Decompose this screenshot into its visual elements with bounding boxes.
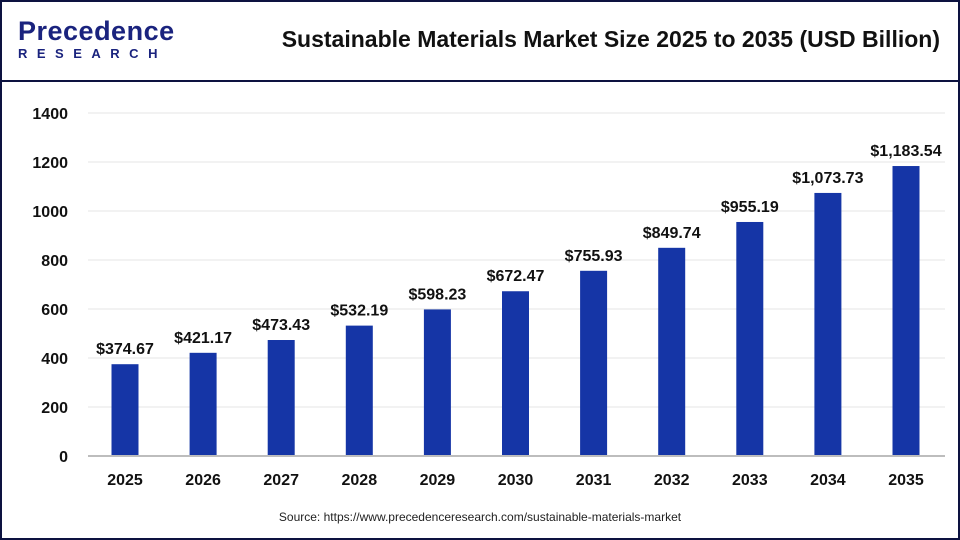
- data-label: $532.19: [330, 303, 388, 320]
- bar-2031: [580, 270, 608, 456]
- bar-2029: [423, 309, 451, 456]
- x-tick-label: 2034: [810, 472, 846, 489]
- precedence-research-logo: Precedence RESEARCH: [18, 16, 175, 62]
- data-label: $374.67: [96, 341, 154, 358]
- y-tick-label: 400: [41, 351, 68, 368]
- x-tick-label: 2026: [185, 472, 221, 489]
- x-tick-label: 2031: [576, 472, 612, 489]
- data-label: $672.47: [487, 268, 545, 285]
- data-label: $955.19: [721, 199, 779, 216]
- y-tick-label: 1000: [32, 204, 68, 221]
- bar-2035: [892, 166, 920, 456]
- chart-title: Sustainable Materials Market Size 2025 t…: [281, 26, 940, 52]
- logo-line1: Precedence: [18, 16, 175, 46]
- x-tick-label: 2030: [498, 472, 534, 489]
- bar-2027: [267, 340, 295, 456]
- data-label: $598.23: [408, 286, 466, 303]
- x-tick-label: 2035: [888, 472, 924, 489]
- data-label: $473.43: [252, 317, 310, 334]
- bar-2032: [658, 247, 686, 456]
- x-tick-label: 2028: [342, 472, 378, 489]
- bar-2033: [736, 221, 764, 456]
- bar-2025: [111, 364, 139, 456]
- source-note: Source: https://www.precedenceresearch.c…: [278, 510, 682, 524]
- data-label: $421.17: [174, 330, 232, 347]
- x-tick-label: 2033: [732, 472, 768, 489]
- y-tick-label: 0: [59, 449, 68, 466]
- data-label: $755.93: [565, 248, 623, 265]
- y-tick-label: 200: [41, 400, 68, 417]
- y-tick-label: 1200: [32, 155, 68, 172]
- y-tick-label: 1400: [32, 106, 68, 123]
- x-tick-label: 2032: [654, 472, 690, 489]
- bar-2028: [345, 325, 373, 456]
- x-tick-label: 2029: [420, 472, 456, 489]
- data-label: $1,073.73: [792, 170, 863, 187]
- bar-2030: [502, 291, 529, 456]
- x-tick-label: 2025: [107, 472, 143, 489]
- bar-2026: [189, 352, 217, 456]
- x-tick-label: 2027: [263, 472, 299, 489]
- y-tick-label: 600: [41, 302, 68, 319]
- data-label: $1,183.54: [870, 143, 941, 160]
- bar-2034: [814, 192, 842, 456]
- header-divider: [0, 80, 960, 82]
- logo-line2: RESEARCH: [18, 46, 167, 61]
- data-label: $849.74: [643, 225, 701, 242]
- y-tick-label: 800: [41, 253, 68, 270]
